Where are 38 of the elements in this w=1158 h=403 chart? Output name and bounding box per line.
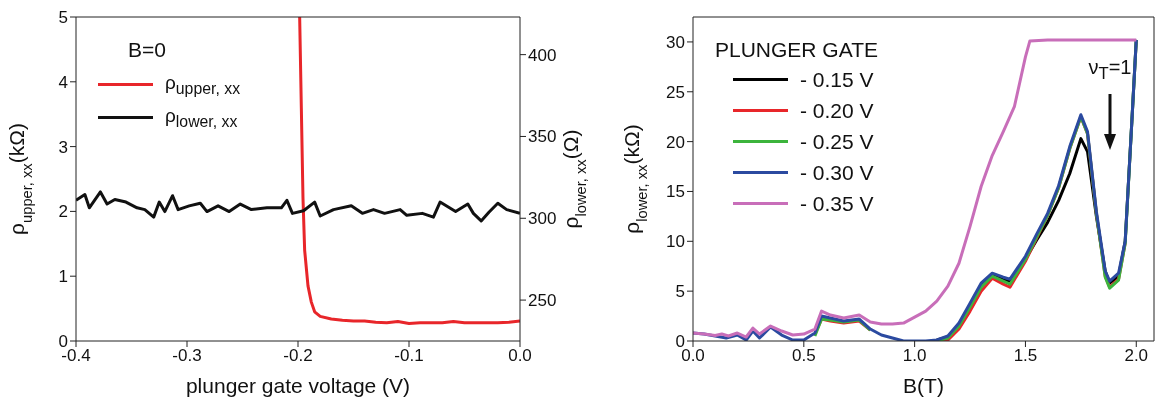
line-series (76, 190, 520, 223)
legend-label: - 0.30 V (800, 160, 874, 185)
legend-label: - 0.25 V (800, 129, 874, 154)
x-tick-label: 0.0 (681, 346, 705, 366)
y-tick-label: 1 (58, 267, 68, 287)
y-tick-label: 30 (666, 32, 685, 52)
y2-tick-label: 400 (528, 45, 557, 65)
y-tick-label: 5 (675, 282, 685, 302)
x-axis-title: plunger gate voltage (V) (185, 374, 411, 397)
x-tick-label: 0.5 (792, 346, 816, 366)
x-tick-label: -0.3 (172, 346, 202, 366)
x-tick-label: 1.0 (902, 346, 927, 366)
legend-label: - 0.35 V (800, 191, 874, 216)
y2-tick-label: 300 (528, 209, 557, 229)
legend-label: - 0.20 V (800, 98, 874, 123)
y-tick-label: 10 (666, 232, 685, 252)
y-tick-label: 5 (58, 8, 68, 28)
x-tick-label: -0.2 (283, 346, 313, 366)
y-tick-label: 15 (666, 182, 685, 202)
legend-label: ρ$_{lower, xx}$ (165, 104, 238, 131)
y-tick-label: 20 (666, 132, 685, 152)
x-tick-label: 1.5 (1013, 346, 1038, 366)
x-tick-label: -0.1 (394, 346, 424, 366)
line-series (298, 17, 520, 325)
y2-tick-label: 250 (528, 291, 557, 311)
legend-title: PLUNGER GATE (715, 38, 878, 62)
x-tick-label: 0.0 (508, 346, 532, 366)
y-tick-label: 25 (666, 82, 685, 102)
x-tick-label: 2.0 (1124, 346, 1149, 366)
x-axis-title: B(T) (903, 374, 944, 397)
y-tick-label: 4 (58, 72, 68, 92)
legend-label: ρ$_{upper, xx}$ (165, 71, 241, 98)
y-tick-label: 3 (58, 137, 68, 157)
annotation: B=0 (128, 38, 167, 62)
legend-label: - 0.15 V (800, 67, 874, 92)
y-tick-label: 2 (58, 202, 68, 222)
annotation: ν$_{T}$=1 (1087, 56, 1133, 84)
y2-tick-label: 350 (528, 127, 557, 147)
